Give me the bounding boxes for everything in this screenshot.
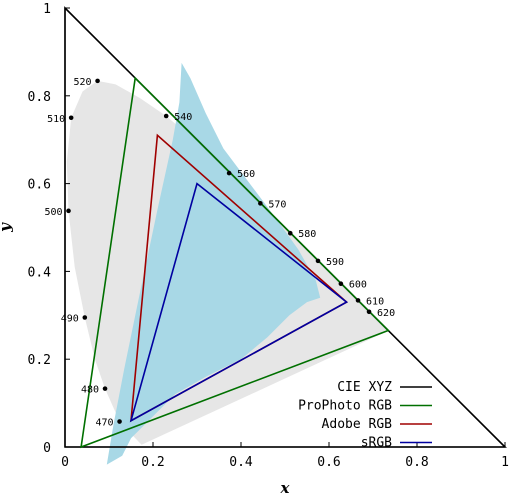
wavelength-label: 610 xyxy=(366,296,384,307)
legend: CIE XYZ ProPhoto RGB Adobe RGB sRGB xyxy=(298,380,432,451)
wavelength-point xyxy=(287,230,293,236)
wavelength-point xyxy=(338,281,344,286)
wavelength-label: 590 xyxy=(326,257,344,268)
wavelength-point xyxy=(102,386,108,391)
x-axis-label: x xyxy=(280,479,291,497)
y-tick-label: 0.2 xyxy=(28,353,51,368)
wavelength-point xyxy=(95,78,100,84)
x-tick-label: 0.4 xyxy=(229,455,253,470)
y-tick-label: 0.4 xyxy=(28,265,52,280)
y-tick-label: 0.6 xyxy=(28,178,51,193)
y-axis-label: y xyxy=(0,222,14,233)
wavelength-label: 480 xyxy=(81,385,99,396)
wavelength-label: 520 xyxy=(73,77,91,88)
x-tick-label: 0.2 xyxy=(141,455,164,470)
wavelength-point xyxy=(315,258,321,264)
wavelength-label: 470 xyxy=(95,418,113,429)
y-tick-label: 0.8 xyxy=(28,90,51,105)
srgb-triangle xyxy=(129,182,349,423)
legend-label: sRGB xyxy=(361,436,392,451)
x-tick-label: 0.6 xyxy=(317,455,340,470)
legend-label: CIE XYZ xyxy=(337,380,392,395)
wavelength-point xyxy=(66,208,71,214)
wavelength-label: 570 xyxy=(268,199,286,210)
wavelength-label: 600 xyxy=(349,280,367,291)
x-tick-label: 1 xyxy=(501,455,509,470)
y-tick-label: 0 xyxy=(43,441,51,456)
gamut-region-area xyxy=(106,62,321,465)
spectral-locus-points: 470 480 490 500 510 520 540 560 570 580 590 600 6106… xyxy=(44,77,395,429)
wavelength-label: 490 xyxy=(61,313,79,324)
wavelength-label: 620 xyxy=(377,308,395,319)
wavelength-point xyxy=(117,419,122,424)
wavelength-point xyxy=(366,309,372,315)
wavelength-point xyxy=(355,298,361,303)
wavelength-point xyxy=(163,113,169,119)
wavelength-point xyxy=(226,170,232,176)
wavelength-point xyxy=(82,315,88,320)
wavelength-label: 500 xyxy=(44,207,62,218)
x-tick-label: 0 xyxy=(61,455,69,470)
y-tick-label: 1 xyxy=(43,2,51,17)
wavelength-point xyxy=(68,115,74,121)
wavelength-label: 560 xyxy=(237,169,255,180)
filled-regions xyxy=(66,62,389,465)
wavelength-label: 510 xyxy=(47,114,65,125)
x-tick-label: 0.8 xyxy=(405,455,428,470)
wavelength-label: 580 xyxy=(298,229,316,240)
wavelength-label: 540 xyxy=(174,112,192,123)
wavelength-point xyxy=(258,201,263,206)
legend-label: ProPhoto RGB xyxy=(298,399,392,414)
legend-label: Adobe RGB xyxy=(322,417,393,432)
